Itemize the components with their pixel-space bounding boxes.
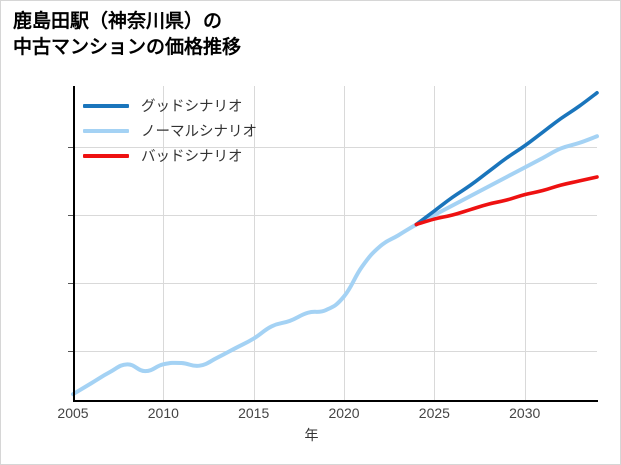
legend-label: グッドシナリオ [141, 99, 243, 115]
plot-area [71, 86, 599, 401]
legend-swatch-good [83, 103, 129, 108]
y-tick-mark [68, 282, 73, 284]
legend-item-bad[interactable]: バッドシナリオ [83, 143, 257, 168]
gridline-vertical [524, 86, 526, 401]
gridline-horizontal [73, 350, 597, 352]
gridline-vertical [344, 86, 346, 401]
legend-item-good[interactable]: グッドシナリオ [83, 93, 257, 118]
gridline-horizontal [73, 282, 597, 284]
gridline-vertical [253, 86, 255, 401]
legend-label: バッドシナリオ [141, 149, 243, 165]
gridline-horizontal [73, 147, 597, 149]
x-tick-label: 2030 [509, 405, 541, 421]
y-tick-mark [68, 147, 73, 149]
chart-title: 鹿島田駅（神奈川県）の 中古マンションの価格推移 [13, 11, 242, 59]
x-tick-label: 2020 [328, 405, 360, 421]
gridline-vertical [434, 86, 436, 401]
legend-swatch-bad [83, 153, 129, 158]
legend-item-normal[interactable]: ノーマルシナリオ [83, 118, 257, 143]
y-tick-mark [68, 350, 73, 352]
legend-label: ノーマルシナリオ [141, 124, 257, 140]
plot-background [73, 86, 597, 401]
y-axis-label: 坪 (3.3㎡) 単価 (万円) [1, 141, 3, 321]
y-tick-mark [68, 214, 73, 216]
series-lines [71, 90, 599, 397]
y-axis-line [73, 86, 75, 402]
gridline-vertical [163, 86, 165, 401]
series-line [414, 175, 599, 227]
chart-legend: グッドシナリオ ノーマルシナリオ バッドシナリオ [79, 91, 261, 170]
gridline-horizontal [73, 214, 597, 216]
x-tick-label: 2010 [147, 405, 179, 421]
legend-swatch-normal [83, 128, 129, 133]
x-axis-label: 年 [304, 427, 319, 443]
series-line [414, 90, 599, 227]
x-tick-label: 2015 [238, 405, 270, 421]
x-tick-label: 2025 [418, 405, 450, 421]
x-axis-line [73, 400, 598, 402]
series-line [71, 134, 599, 397]
x-tick-label: 2005 [57, 405, 89, 421]
